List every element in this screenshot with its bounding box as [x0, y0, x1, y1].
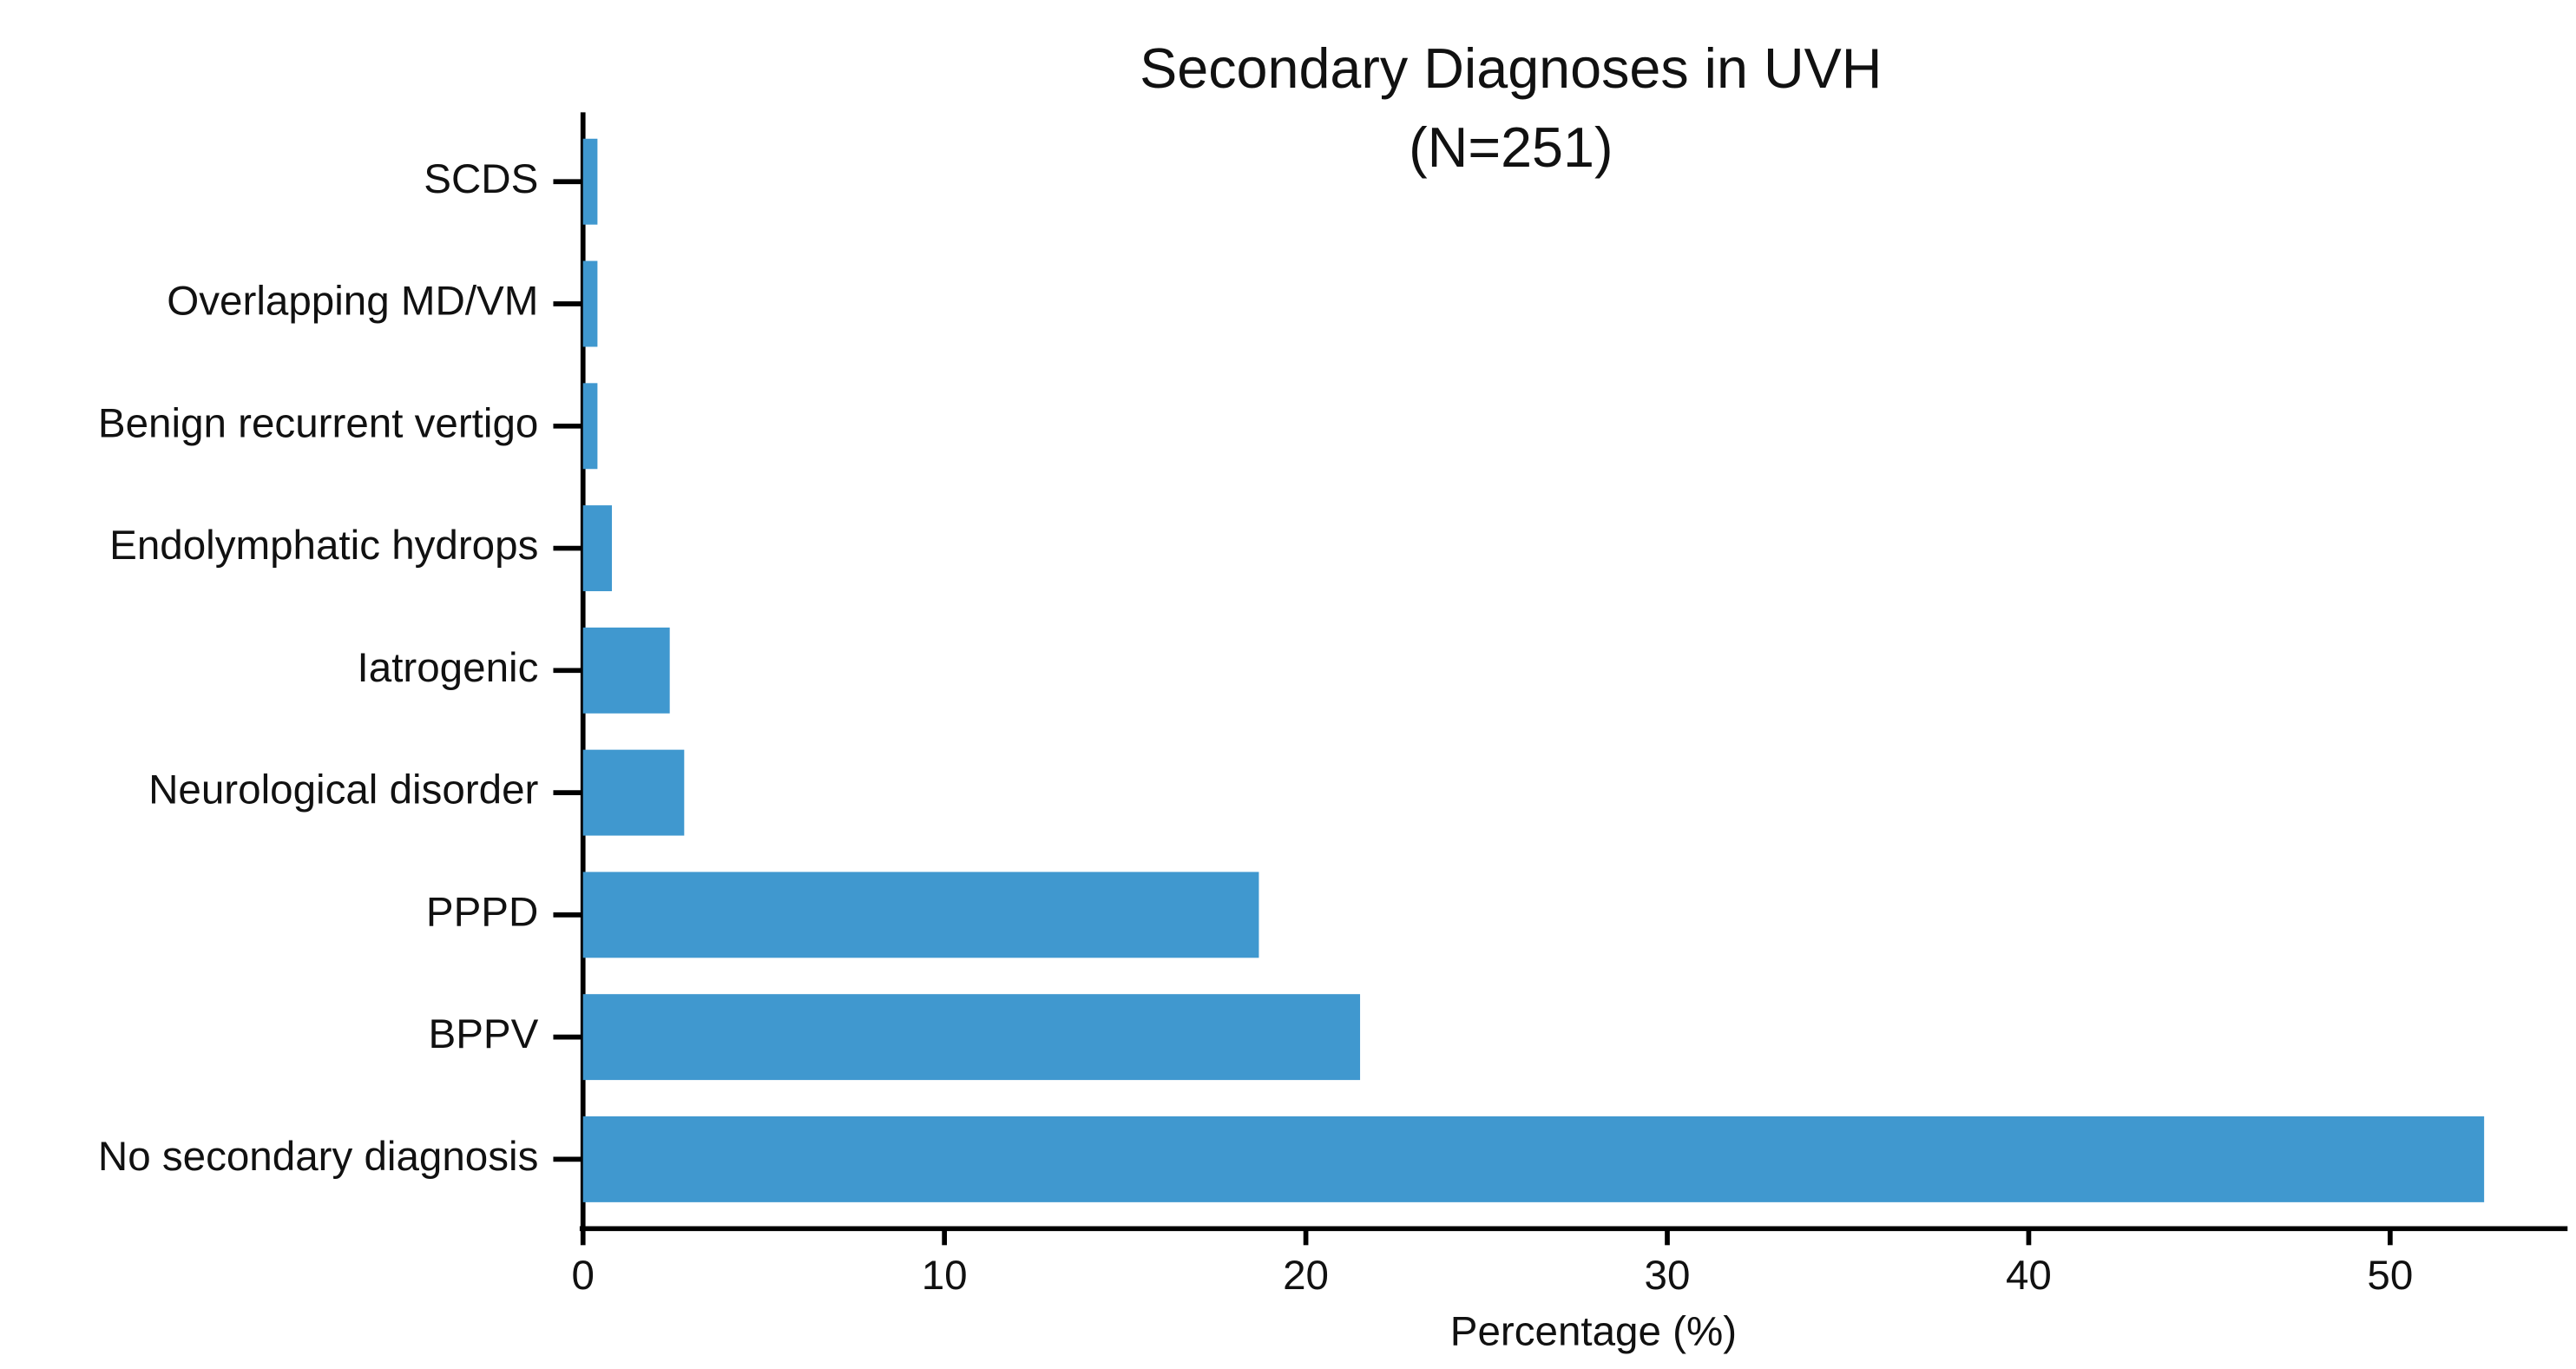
- bar: [582, 260, 598, 347]
- y-tick-label: BPPV: [429, 1011, 539, 1057]
- bar: [582, 749, 685, 836]
- x-tick-label: 0: [571, 1253, 594, 1299]
- x-axis-label: Percentage (%): [1450, 1309, 1737, 1355]
- chart-title: Secondary Diagnoses in UVH: [1140, 36, 1882, 100]
- y-tick-label: Endolymphatic hydrops: [109, 523, 538, 569]
- y-tick-label: PPPD: [426, 889, 538, 935]
- x-tick-label: 50: [2367, 1253, 2413, 1299]
- bar: [582, 1116, 2485, 1202]
- y-tick-label: Benign recurrent vertigo: [98, 400, 538, 446]
- y-tick-label: Overlapping MD/VM: [167, 279, 538, 325]
- y-tick-label: No secondary diagnosis: [98, 1134, 538, 1180]
- y-tick-label: SCDS: [424, 156, 538, 202]
- bar: [582, 627, 670, 714]
- bar: [582, 138, 598, 225]
- bar: [582, 872, 1259, 958]
- bar: [582, 994, 1361, 1081]
- bar: [582, 383, 598, 470]
- x-tick-label: 40: [2006, 1253, 2052, 1299]
- y-tick-label: Iatrogenic: [358, 645, 539, 691]
- chart-subtitle: (N=251): [1409, 115, 1613, 179]
- y-tick-label: Neurological disorder: [148, 767, 538, 813]
- x-tick-label: 20: [1283, 1253, 1329, 1299]
- bar: [582, 505, 613, 592]
- x-tick-label: 10: [922, 1253, 968, 1299]
- x-tick-label: 30: [1645, 1253, 1691, 1299]
